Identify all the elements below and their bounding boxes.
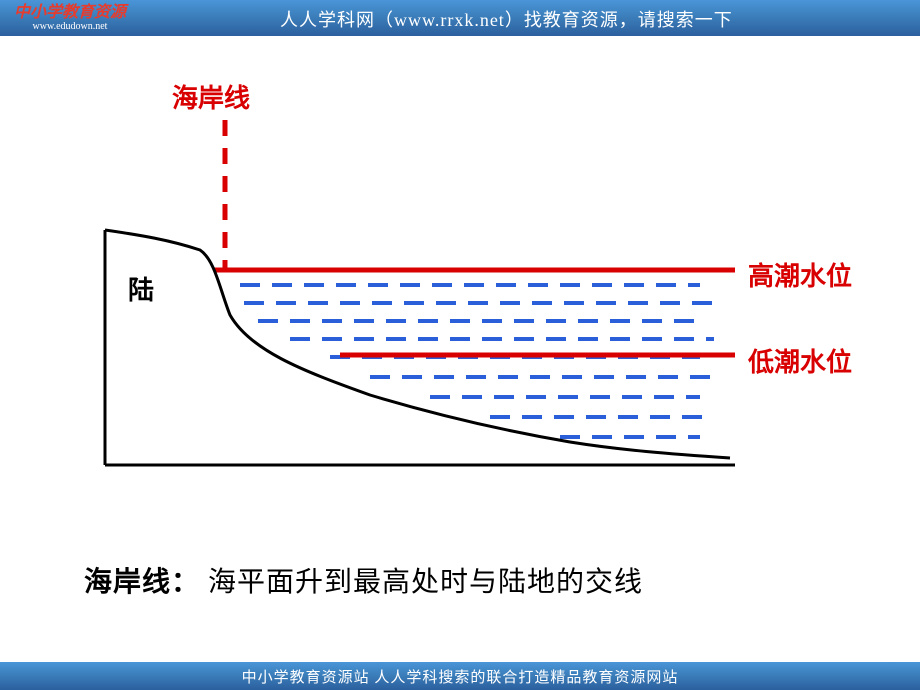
site-name: 人人学科网 [280,10,375,30]
title-label: 海岸线 [172,78,250,115]
logo-script: 中小学教育资源 [14,5,126,21]
caption-term: 海岸线： [84,567,200,598]
caption-definition: 海平面升到最高处时与陆地的交线 [208,567,643,598]
high-tide-label: 高潮水位 [748,256,852,293]
footer-text: 中小学教育资源站 人人学科搜索的联合打造精品教育资源网站 [242,666,679,687]
site-url: www.rrxk.net [394,10,505,30]
caption: 海岸线： 海平面升到最高处时与陆地的交线 [84,560,643,600]
footer-bar: 中小学教育资源站 人人学科搜索的联合打造精品教育资源网站 [0,662,920,690]
header-site-text: 人人学科网（www.rrxk.net）找教育资源，请搜索一下 [280,6,733,32]
site-slogan: 找教育资源，请搜索一下 [524,10,733,30]
header-bar: 中小学教育资源 www.edudown.net 人人学科网（www.rrxk.n… [0,0,920,36]
low-tide-label: 低潮水位 [748,342,852,379]
land-label: 陆 [128,270,154,307]
logo-url: www.edudown.net [33,22,108,32]
coastline-diagram: 海岸线 陆 高潮水位 低潮水位 [0,60,920,520]
logo: 中小学教育资源 www.edudown.net [0,0,140,36]
